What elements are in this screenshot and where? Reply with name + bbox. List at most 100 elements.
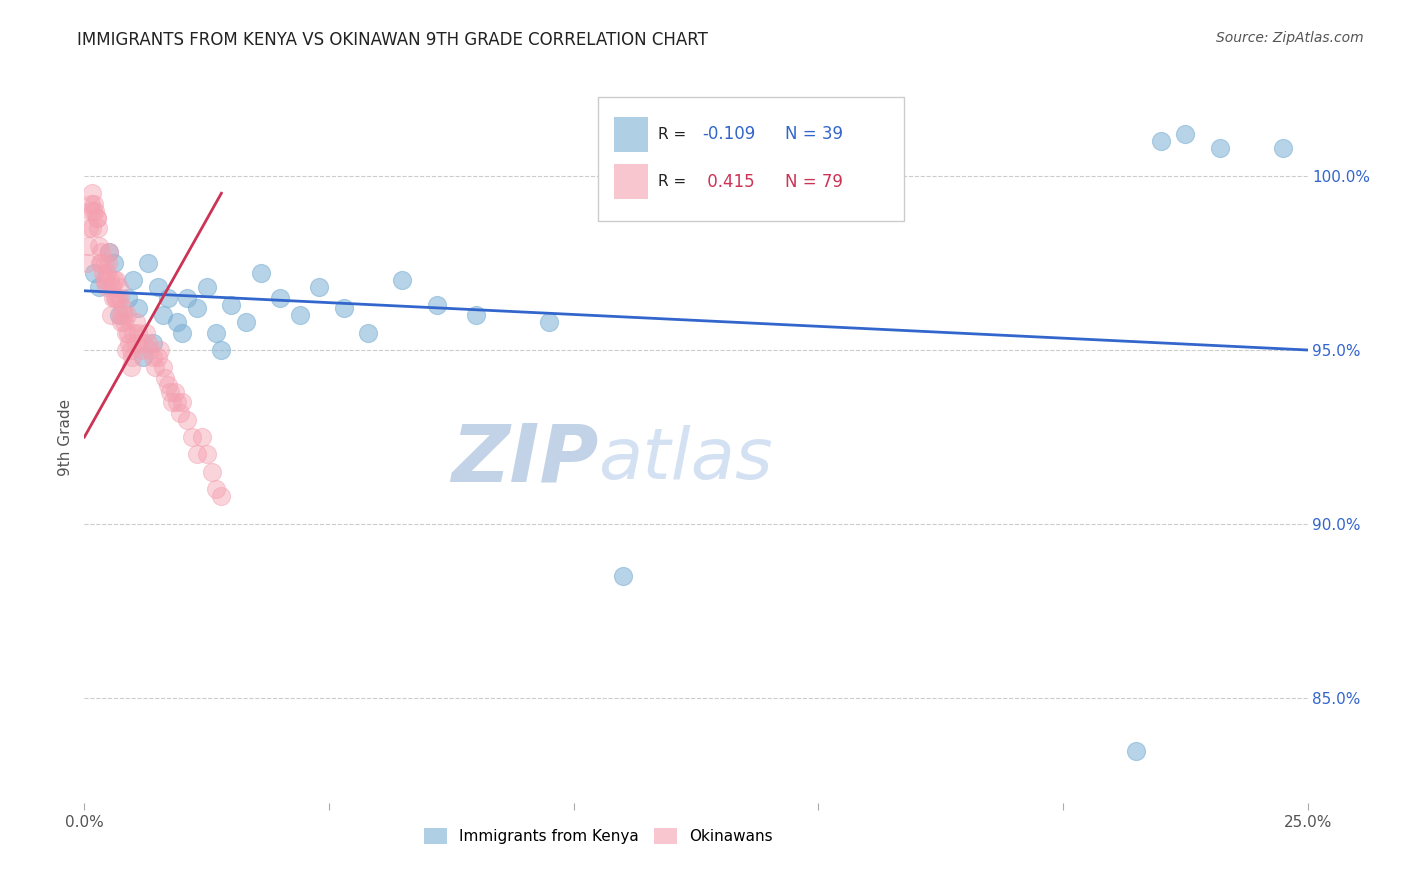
Point	[1150, 134, 1173, 148]
Point	[110, 315, 132, 329]
Point	[176, 412, 198, 426]
Point	[87, 221, 110, 235]
Point	[103, 256, 125, 270]
Text: -0.109: -0.109	[702, 125, 755, 144]
Point	[136, 336, 159, 351]
Text: N = 39: N = 39	[786, 125, 844, 144]
Y-axis label: 9th Grade: 9th Grade	[58, 399, 73, 475]
Point	[100, 308, 122, 322]
Point	[105, 273, 128, 287]
Point	[94, 256, 117, 270]
Point	[104, 291, 127, 305]
Point	[159, 384, 181, 399]
Point	[209, 343, 232, 357]
Point	[115, 343, 138, 357]
Point	[83, 196, 105, 211]
Point	[125, 336, 148, 351]
Point	[166, 395, 188, 409]
Point	[97, 245, 120, 260]
Point	[77, 238, 100, 252]
Point	[209, 489, 232, 503]
Point	[139, 343, 162, 357]
Point	[156, 377, 179, 392]
Point	[91, 266, 114, 280]
Point	[80, 196, 103, 211]
Point	[111, 301, 134, 316]
Point	[152, 360, 174, 375]
Point	[538, 315, 561, 329]
Text: R =: R =	[658, 127, 692, 142]
Point	[115, 326, 138, 340]
Point	[308, 280, 330, 294]
Point	[108, 291, 131, 305]
Point	[1208, 141, 1230, 155]
Point	[82, 186, 104, 201]
Point	[98, 273, 121, 287]
Point	[143, 360, 166, 375]
Point	[89, 256, 111, 270]
Point	[235, 315, 257, 329]
Point	[288, 308, 311, 322]
Point	[77, 221, 100, 235]
Point	[90, 245, 112, 260]
Point	[142, 350, 165, 364]
Text: N = 79: N = 79	[786, 173, 844, 191]
Point	[195, 448, 218, 462]
Point	[219, 298, 242, 312]
Point	[105, 291, 128, 305]
Point	[87, 280, 110, 294]
Point	[464, 308, 486, 322]
Point	[122, 273, 145, 287]
Point	[153, 371, 176, 385]
Point	[1272, 141, 1295, 155]
Point	[357, 326, 380, 340]
Point	[186, 301, 208, 316]
Point	[101, 291, 124, 305]
Point	[176, 291, 198, 305]
Point	[121, 350, 143, 364]
Point	[112, 315, 135, 329]
Legend: Immigrants from Kenya, Okinawans: Immigrants from Kenya, Okinawans	[418, 822, 779, 850]
Point	[249, 266, 271, 280]
Point	[172, 326, 194, 340]
Point	[107, 280, 129, 294]
Point	[122, 326, 145, 340]
Point	[93, 273, 115, 287]
Point	[612, 569, 634, 583]
Text: 0.415: 0.415	[702, 173, 755, 191]
Point	[90, 256, 112, 270]
Point	[84, 203, 107, 218]
Point	[169, 406, 191, 420]
Text: IMMIGRANTS FROM KENYA VS OKINAWAN 9TH GRADE CORRELATION CHART: IMMIGRANTS FROM KENYA VS OKINAWAN 9TH GR…	[77, 31, 709, 49]
Point	[172, 395, 194, 409]
Point	[117, 291, 139, 305]
Point	[110, 308, 132, 322]
Point	[162, 395, 184, 409]
Point	[156, 291, 179, 305]
Point	[125, 315, 148, 329]
Point	[96, 280, 118, 294]
Point	[136, 256, 159, 270]
Text: R =: R =	[658, 174, 692, 189]
Point	[200, 465, 222, 479]
Point	[135, 326, 157, 340]
Point	[186, 448, 208, 462]
Point	[195, 280, 218, 294]
FancyBboxPatch shape	[598, 97, 904, 221]
Point	[129, 343, 152, 357]
FancyBboxPatch shape	[614, 164, 648, 199]
Point	[152, 308, 174, 322]
Point	[118, 336, 141, 351]
FancyBboxPatch shape	[614, 117, 648, 152]
Point	[149, 343, 172, 357]
Point	[80, 221, 103, 235]
Point	[163, 384, 186, 399]
Point	[205, 326, 228, 340]
Point	[76, 256, 98, 270]
Point	[107, 291, 129, 305]
Point	[120, 343, 142, 357]
Point	[166, 315, 188, 329]
Point	[132, 350, 155, 364]
Point	[87, 238, 110, 252]
Point	[191, 430, 214, 444]
